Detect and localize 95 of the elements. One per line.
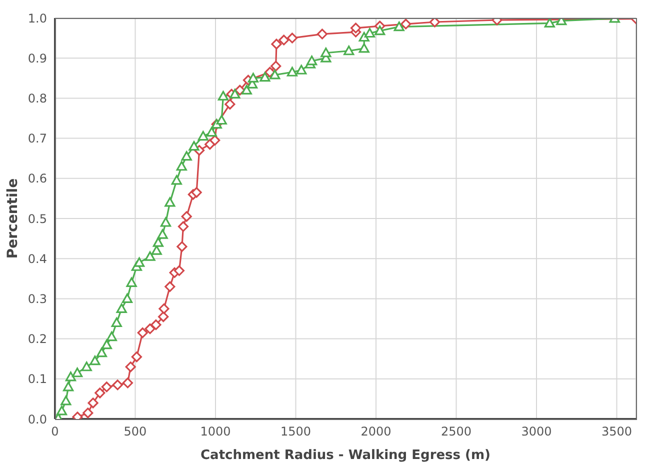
- y-tick-label: 0.0: [28, 412, 47, 426]
- point: [241, 84, 252, 94]
- point: [394, 22, 404, 32]
- x-tick-label: 1500: [280, 424, 312, 439]
- point: [206, 126, 217, 137]
- point: [364, 28, 376, 38]
- point: [210, 135, 220, 146]
- point: [230, 88, 240, 98]
- y-tick-label: 0.5: [28, 212, 47, 226]
- point: [152, 237, 164, 247]
- point: [350, 22, 362, 34]
- point: [188, 141, 200, 151]
- point: [178, 221, 189, 232]
- point: [94, 388, 106, 398]
- point: [81, 362, 92, 372]
- x-axis-title: Catchment Radius - Walking Egress (m): [200, 448, 490, 463]
- x-tick-label: 2000: [360, 424, 392, 439]
- point: [101, 382, 112, 392]
- point: [248, 72, 259, 82]
- point: [116, 303, 127, 314]
- point: [176, 241, 188, 252]
- point: [306, 56, 318, 66]
- point: [111, 317, 122, 328]
- point: [164, 197, 176, 207]
- point: [270, 60, 282, 72]
- point: [429, 18, 440, 28]
- point: [270, 70, 280, 80]
- point: [125, 362, 136, 372]
- point: [544, 18, 555, 28]
- x-tick-label: 0: [51, 424, 59, 439]
- point: [56, 406, 68, 416]
- point: [101, 340, 112, 350]
- point: [126, 277, 137, 287]
- x-tick-label: 500: [124, 424, 147, 439]
- point: [122, 378, 134, 388]
- point: [65, 372, 76, 382]
- point: [82, 408, 94, 418]
- point: [176, 161, 187, 171]
- x-tick-label: 3500: [601, 424, 632, 439]
- y-tick-label: 0.2: [28, 332, 47, 346]
- y-tick-label: 0.7: [28, 132, 47, 146]
- point: [216, 114, 227, 125]
- point: [316, 28, 328, 40]
- point: [218, 90, 228, 100]
- x-tick-label: 3000: [521, 424, 552, 439]
- point: [296, 64, 307, 74]
- point: [106, 331, 117, 342]
- point: [158, 311, 169, 322]
- point: [151, 245, 162, 255]
- point: [122, 293, 133, 303]
- point: [181, 211, 192, 222]
- point: [134, 257, 145, 267]
- y-tick-label: 0.6: [28, 172, 47, 186]
- point: [90, 356, 100, 366]
- point: [160, 217, 172, 227]
- y-tick-label: 0.9: [28, 51, 47, 66]
- point: [271, 38, 282, 50]
- y-axis-title: Percentile: [4, 178, 21, 259]
- point: [374, 26, 386, 36]
- point: [358, 32, 370, 42]
- y-tick-label: 1.0: [28, 11, 47, 26]
- point: [72, 368, 83, 378]
- point: [224, 98, 236, 110]
- point: [157, 229, 168, 239]
- point: [63, 382, 74, 392]
- point: [112, 380, 123, 390]
- point: [400, 18, 412, 30]
- point: [198, 130, 208, 141]
- point: [344, 46, 354, 56]
- point: [88, 398, 98, 408]
- point: [131, 352, 142, 362]
- point: [144, 323, 156, 334]
- point: [144, 251, 156, 261]
- y-tick-label: 0.8: [28, 91, 47, 106]
- point: [174, 265, 185, 276]
- y-tick-label: 0.4: [28, 252, 47, 266]
- x-tick-label: 1000: [200, 424, 231, 439]
- y-tick-label: 0.1: [28, 372, 47, 386]
- point: [278, 34, 290, 46]
- point: [150, 319, 162, 330]
- point: [191, 187, 202, 198]
- point: [171, 175, 182, 185]
- point: [260, 72, 270, 82]
- y-tick-label: 0.3: [28, 292, 47, 306]
- point: [164, 281, 176, 292]
- point: [286, 32, 298, 44]
- x-tick-label: 2500: [440, 424, 472, 439]
- point: [320, 48, 332, 58]
- point: [358, 43, 370, 53]
- point: [286, 66, 298, 76]
- point: [181, 151, 192, 161]
- point: [137, 327, 148, 338]
- point: [158, 303, 170, 314]
- point: [60, 396, 72, 406]
- point: [96, 348, 108, 358]
